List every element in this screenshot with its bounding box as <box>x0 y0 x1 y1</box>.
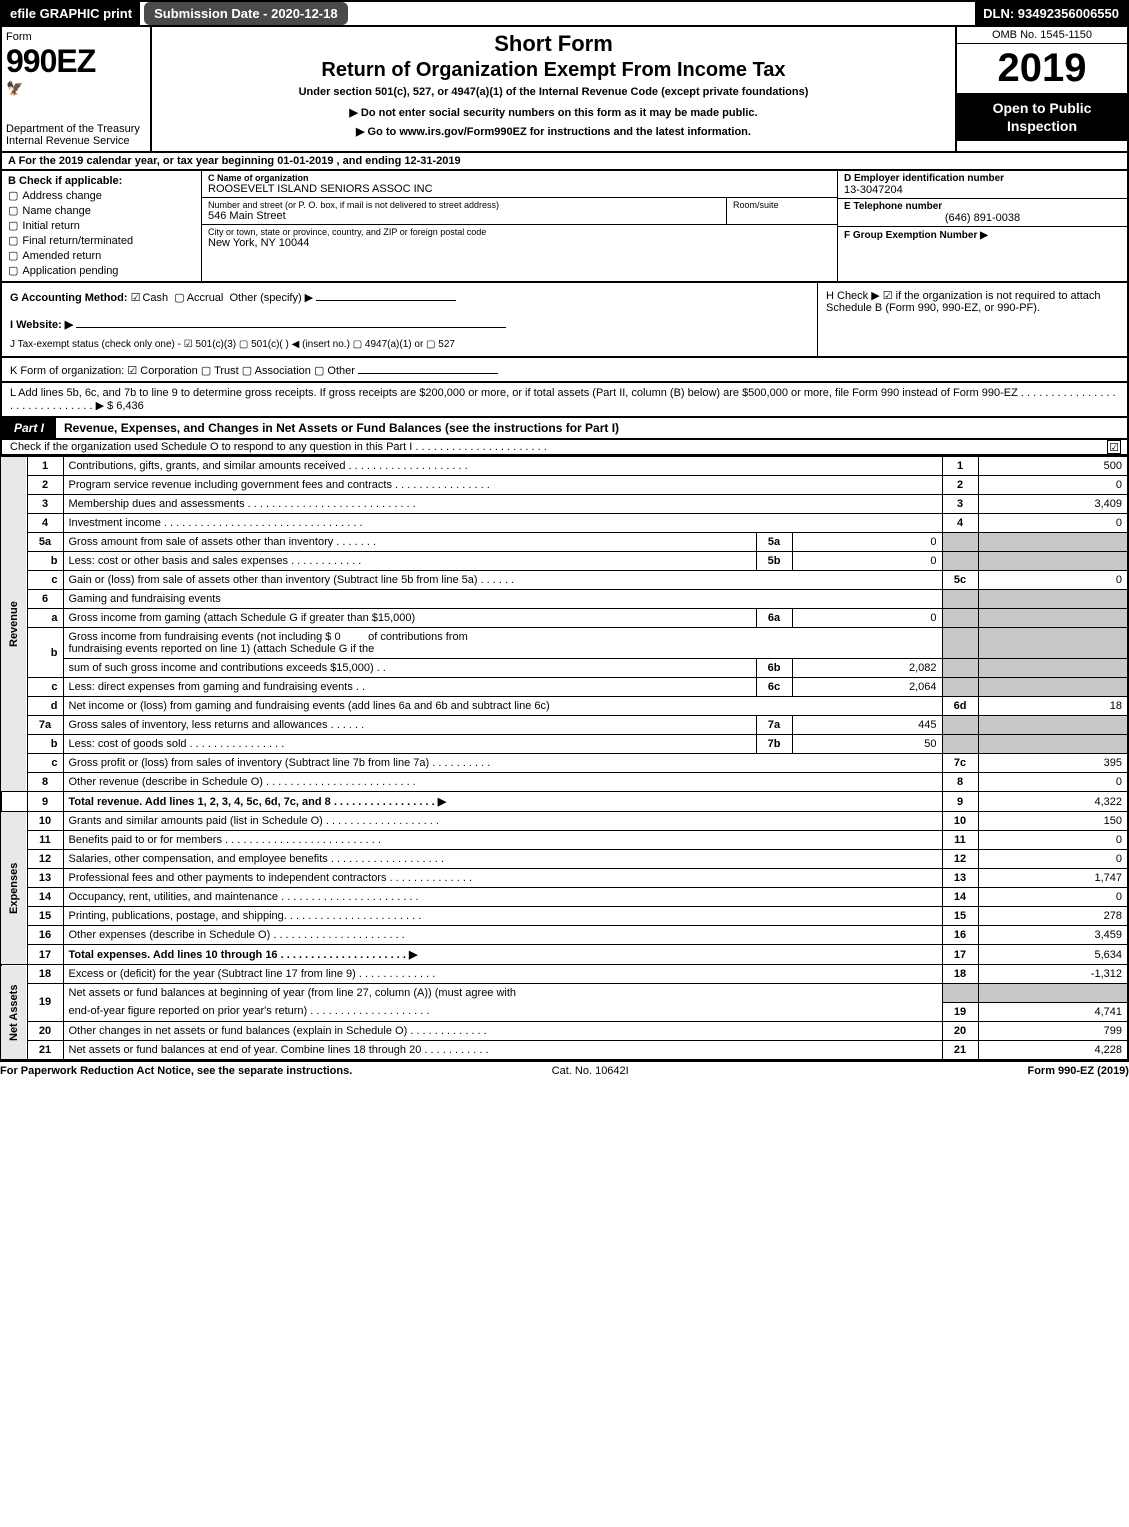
form-word: Form <box>6 31 146 43</box>
irs-label: Internal Revenue Service <box>6 135 146 147</box>
page-footer: For Paperwork Reduction Act Notice, see … <box>0 1061 1129 1077</box>
part1-checkbox[interactable]: ☑ <box>1107 440 1121 454</box>
netassets-side-label: Net Assets <box>1 965 27 1060</box>
part1-title: Revenue, Expenses, and Changes in Net As… <box>56 418 627 438</box>
expenses-side-label: Expenses <box>1 812 27 965</box>
ghij-left: G Accounting Method: Cash Accrual Other … <box>2 283 817 356</box>
other-specify-input[interactable] <box>316 289 456 301</box>
b-label: B Check if applicable: <box>8 175 195 187</box>
return-title: Return of Organization Exempt From Incom… <box>158 59 949 82</box>
ein-value: 13-3047204 <box>844 184 1121 196</box>
efile-label[interactable]: efile GRAPHIC print <box>2 2 140 25</box>
header-left: Form 990EZ 🦅 Department of the Treasury … <box>2 27 152 151</box>
footer-left: For Paperwork Reduction Act Notice, see … <box>0 1065 352 1077</box>
omb-number: OMB No. 1545-1150 <box>957 27 1127 44</box>
address-row: Number and street (or P. O. box, if mail… <box>202 198 837 225</box>
chk-accrual[interactable] <box>174 292 186 304</box>
part1-check-text: Check if the organization used Schedule … <box>2 441 1107 453</box>
section-b: B Check if applicable: Address change Na… <box>2 171 202 281</box>
section-c: C Name of organization ROOSEVELT ISLAND … <box>202 171 837 281</box>
chk-cash[interactable] <box>131 292 143 304</box>
under-section: Under section 501(c), 527, or 4947(a)(1)… <box>158 86 949 98</box>
street-address: 546 Main Street <box>208 210 720 222</box>
chk-initial-return[interactable]: Initial return <box>8 219 195 232</box>
part1-check-row: Check if the organization used Schedule … <box>0 440 1129 456</box>
j-status: J Tax-exempt status (check only one) - ☑… <box>10 339 809 350</box>
footer-mid: Cat. No. 10642I <box>552 1065 629 1077</box>
website-input[interactable] <box>76 316 506 328</box>
other-org-input[interactable] <box>358 362 498 374</box>
line-val: 500 <box>978 457 1128 476</box>
d-label: D Employer identification number <box>844 173 1121 184</box>
room-suite-label: Room/suite <box>727 198 837 224</box>
ghij-block: G Accounting Method: Cash Accrual Other … <box>0 283 1129 358</box>
form-header: Form 990EZ 🦅 Department of the Treasury … <box>0 27 1129 153</box>
org-name: ROOSEVELT ISLAND SENIORS ASSOC INC <box>208 183 831 195</box>
entity-block: B Check if applicable: Address change Na… <box>0 171 1129 283</box>
i-website: I Website: ▶ <box>10 316 809 331</box>
city-row: City or town, state or province, country… <box>202 225 837 281</box>
ssn-note: ▶ Do not enter social security numbers o… <box>158 106 949 119</box>
dln-label: DLN: 93492356006550 <box>975 2 1127 25</box>
irs-seal-icon: 🦅 <box>6 80 146 97</box>
f-group: F Group Exemption Number ▶ <box>838 227 1127 281</box>
org-name-row: C Name of organization ROOSEVELT ISLAND … <box>202 171 837 198</box>
chk-final-return[interactable]: Final return/terminated <box>8 234 195 247</box>
f-label: F Group Exemption Number ▶ <box>844 230 988 241</box>
row-a-tax-year: A For the 2019 calendar year, or tax yea… <box>0 153 1129 171</box>
line-desc: Contributions, gifts, grants, and simila… <box>63 457 942 476</box>
line-num: 1 <box>27 457 63 476</box>
top-bar: efile GRAPHIC print Submission Date - 20… <box>0 0 1129 27</box>
city-label: City or town, state or province, country… <box>208 227 831 237</box>
form-number: 990EZ <box>6 43 146 80</box>
header-right: OMB No. 1545-1150 2019 Open to Public In… <box>957 27 1127 151</box>
short-form-title: Short Form <box>158 31 949 57</box>
goto-link[interactable]: ▶ Go to www.irs.gov/Form990EZ for instru… <box>158 125 949 138</box>
c-label: C Name of organization <box>208 173 831 183</box>
e-label: E Telephone number <box>844 201 1121 212</box>
submission-date: Submission Date - 2020-12-18 <box>144 2 348 25</box>
line-code: 1 <box>942 457 978 476</box>
open-to-public: Open to Public Inspection <box>957 93 1127 141</box>
part1-tag: Part I <box>2 418 56 438</box>
k-form-org: K Form of organization: ☑ Corporation ▢ … <box>0 358 1129 383</box>
chk-address-change[interactable]: Address change <box>8 189 195 202</box>
chk-application-pending[interactable]: Application pending <box>8 264 195 277</box>
h-schedule-b: H Check ▶ ☑ if the organization is not r… <box>817 283 1127 356</box>
part1-header: Part I Revenue, Expenses, and Changes in… <box>0 418 1129 440</box>
d-ein: D Employer identification number 13-3047… <box>838 171 1127 199</box>
revenue-side-label: Revenue <box>1 457 27 792</box>
e-phone: E Telephone number (646) 891-0038 <box>838 199 1127 227</box>
section-def: D Employer identification number 13-3047… <box>837 171 1127 281</box>
g-accounting: G Accounting Method: Cash Accrual Other … <box>10 289 809 304</box>
tax-year: 2019 <box>957 44 1127 93</box>
addr-label: Number and street (or P. O. box, if mail… <box>208 200 720 210</box>
l-gross-receipts: L Add lines 5b, 6c, and 7b to line 9 to … <box>0 383 1129 418</box>
chk-name-change[interactable]: Name change <box>8 204 195 217</box>
phone-value: (646) 891-0038 <box>844 212 1121 224</box>
city-state-zip: New York, NY 10044 <box>208 237 831 249</box>
department-label: Department of the Treasury <box>6 123 146 135</box>
header-mid: Short Form Return of Organization Exempt… <box>152 27 957 151</box>
part1-table: Revenue 1 Contributions, gifts, grants, … <box>0 456 1129 1061</box>
chk-amended-return[interactable]: Amended return <box>8 249 195 262</box>
footer-right: Form 990-EZ (2019) <box>1027 1065 1128 1077</box>
